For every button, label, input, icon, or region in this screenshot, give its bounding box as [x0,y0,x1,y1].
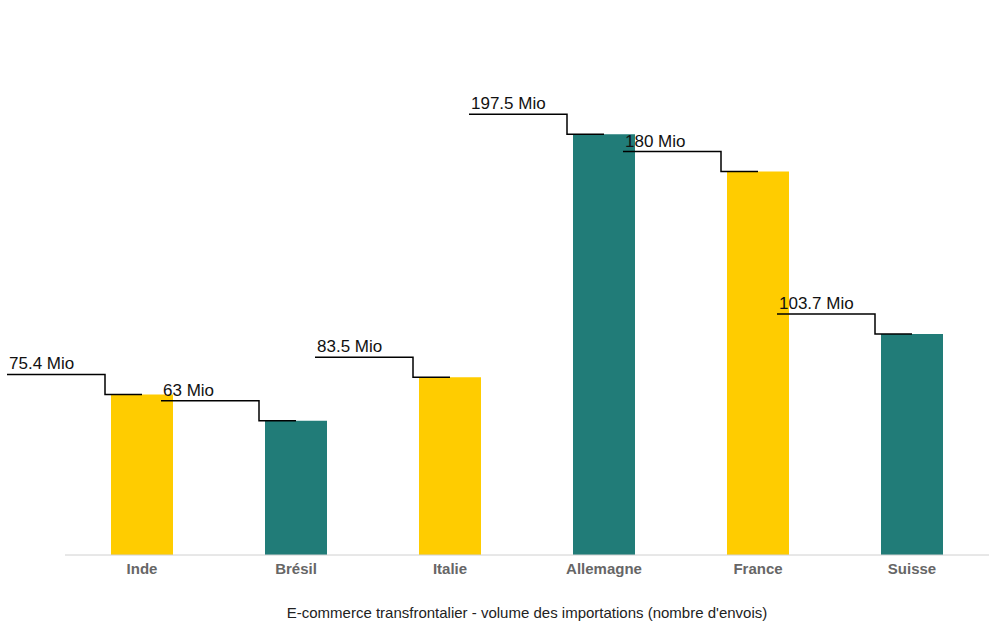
svg-text:Inde: Inde [127,560,158,577]
svg-text:180 Mio: 180 Mio [625,132,685,151]
svg-text:103.7 Mio: 103.7 Mio [779,294,854,313]
svg-text:83.5 Mio: 83.5 Mio [317,337,382,356]
svg-text:Suisse: Suisse [888,560,936,577]
svg-text:75.4 Mio: 75.4 Mio [9,354,74,373]
svg-text:Italie: Italie [433,560,467,577]
svg-text:Brésil: Brésil [275,560,317,577]
svg-text:197.5 Mio: 197.5 Mio [471,94,546,113]
svg-text:63 Mio: 63 Mio [163,381,214,400]
svg-text:E-commerce transfrontalier - v: E-commerce transfrontalier - volume des … [287,604,768,621]
svg-text:Allemagne: Allemagne [566,560,642,577]
svg-text:France: France [733,560,782,577]
